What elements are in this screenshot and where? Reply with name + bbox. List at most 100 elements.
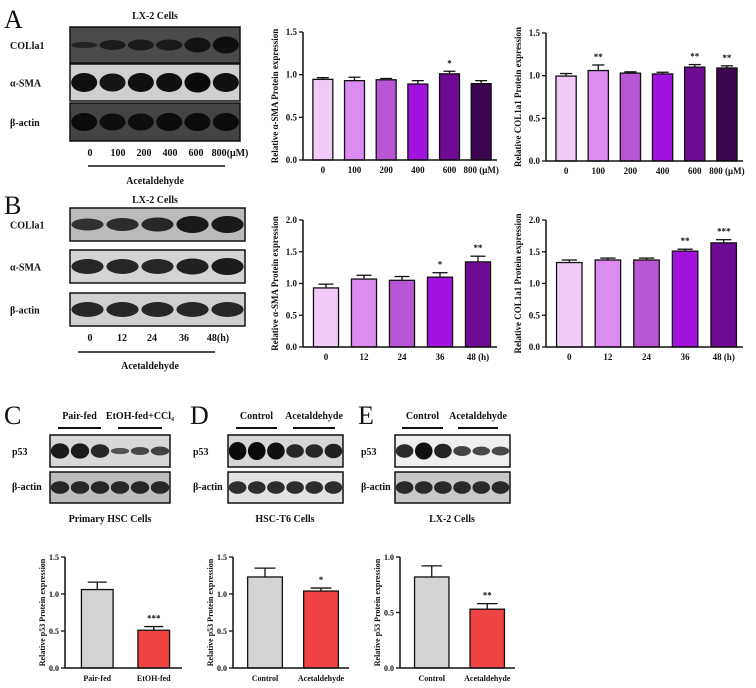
- x-tick-label: 0: [321, 165, 326, 175]
- x-tick-label: Acetaldehyde: [298, 674, 345, 683]
- blot-band: [130, 446, 150, 456]
- bar: [470, 82, 492, 161]
- bar: [555, 261, 583, 348]
- blot-row-label: COLla1: [10, 41, 44, 52]
- blot-band: [305, 481, 324, 494]
- blot-frame: [227, 434, 344, 468]
- lane-label: 0: [88, 333, 93, 344]
- blot-band: [491, 446, 510, 456]
- blot-band: [156, 113, 183, 131]
- lane-label: 48(h): [207, 333, 229, 344]
- y-tick-label: 1.0: [529, 71, 541, 81]
- blot-band: [211, 216, 244, 233]
- significance-mark: **: [474, 243, 484, 253]
- blot-band: [286, 481, 304, 494]
- y-tick-label: 0.5: [217, 627, 227, 636]
- significance-mark: **: [681, 236, 691, 246]
- chart-3: [542, 219, 743, 348]
- significance-mark: *: [319, 575, 324, 585]
- blot-B-2: [69, 292, 246, 327]
- y-tick-label: 0.0: [384, 664, 394, 673]
- blot-band: [71, 42, 98, 48]
- blot-band: [453, 481, 471, 494]
- x-tick-label: 0: [324, 352, 329, 362]
- lane-label: 36: [179, 333, 189, 344]
- blot-band: [90, 444, 110, 458]
- y-tick-label: 2.0: [529, 215, 541, 225]
- y-tick-label: 2.0: [286, 215, 298, 225]
- significance-mark: **: [722, 53, 732, 63]
- y-tick-label: 1.5: [286, 27, 298, 37]
- blot-band: [247, 481, 266, 494]
- x-tick-label: 0: [567, 352, 572, 362]
- bar: [716, 67, 738, 162]
- blot-row-label: β-actin: [10, 306, 40, 317]
- bar: [619, 72, 642, 162]
- blot-band: [110, 481, 130, 494]
- blot-band: [70, 481, 90, 494]
- bar: [587, 69, 610, 162]
- blot-band: [99, 73, 126, 92]
- blot-band: [212, 36, 239, 54]
- y-tick-label: 0.0: [286, 342, 298, 352]
- lane-label: 600: [189, 148, 204, 159]
- blot-band: [141, 259, 174, 274]
- blot-band: [141, 302, 174, 317]
- y-axis-label: Relative p53 Protein expression: [206, 558, 215, 666]
- blot-band: [90, 481, 110, 494]
- blot-band: [99, 113, 126, 131]
- y-tick-label: 1.0: [529, 279, 541, 289]
- chart-0: [299, 31, 497, 161]
- blot-band: [71, 218, 104, 231]
- significance-mark: ***: [717, 227, 731, 237]
- blot-E-actin: [394, 471, 511, 504]
- blot-band: [71, 73, 98, 92]
- y-tick-label: 0.0: [529, 156, 541, 166]
- x-tick-label: 400: [656, 166, 670, 176]
- y-tick-label: 0.5: [529, 310, 541, 320]
- blot-frame: [49, 434, 171, 468]
- blot-row-label: β-actin: [193, 482, 223, 493]
- blot-band: [305, 444, 324, 458]
- blot-row-label: COLla1: [10, 221, 44, 232]
- blot-band: [414, 481, 433, 494]
- blot-band: [176, 216, 209, 233]
- blot-D-p53: [227, 434, 344, 468]
- group-label-C: Pair-fed: [62, 411, 97, 422]
- blot-A-0: [69, 26, 241, 64]
- x-tick-label: 800 (μM): [709, 166, 744, 176]
- blot-row-label: α-SMA: [10, 79, 42, 90]
- blot-band: [434, 481, 452, 494]
- y-tick-label: 1.5: [217, 553, 227, 562]
- blot-B-1: [69, 249, 246, 284]
- blot-caption-C: Primary HSC Cells: [69, 514, 152, 525]
- blot-band: [434, 443, 452, 459]
- significance-mark: **: [594, 52, 604, 62]
- significance-mark: ***: [147, 614, 161, 624]
- group-label-D: Acetaldehyde: [285, 411, 343, 422]
- chart-2: [299, 219, 497, 348]
- y-tick-label: 0.5: [286, 310, 298, 320]
- blot-band: [184, 72, 211, 93]
- blot-band: [110, 447, 130, 455]
- bar: [80, 588, 114, 669]
- blot-band: [106, 302, 139, 317]
- blot-band: [150, 446, 170, 456]
- lane-label: 200: [137, 148, 152, 159]
- bar: [651, 73, 674, 162]
- y-tick-label: 0.5: [384, 609, 394, 618]
- blot-D-actin: [227, 471, 344, 504]
- blot-band: [267, 481, 285, 494]
- blot-band: [106, 218, 139, 231]
- blot-band: [106, 259, 139, 274]
- blot-row-label: β-actin: [361, 482, 391, 493]
- x-tick-label: 400: [411, 165, 425, 175]
- blot-band: [491, 481, 510, 494]
- blot-frame: [394, 434, 511, 468]
- lane-label: 800(μM): [212, 148, 249, 159]
- treatment-label-B: Acetaldehyde: [121, 361, 179, 372]
- y-tick-label: 1.5: [529, 247, 541, 257]
- group-label-E: Control: [406, 411, 439, 422]
- blot-band: [414, 442, 433, 460]
